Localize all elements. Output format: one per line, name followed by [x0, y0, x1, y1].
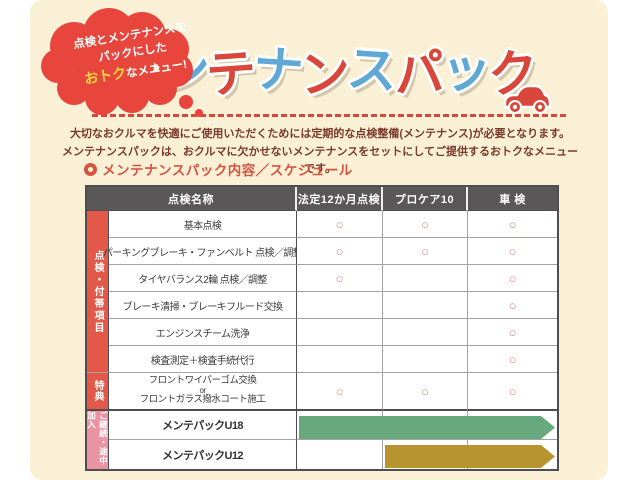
pack-row-u12: メンテパックU12	[109, 440, 297, 469]
section-title: メンテナンスパック内容／スケジュール	[102, 163, 353, 178]
bonus-line-2: フロントガラス撥水コート施工	[139, 393, 266, 405]
mark-cell: ○	[297, 265, 383, 292]
mark-cell: ○	[383, 373, 468, 411]
cloud-bubble-icon	[41, 8, 203, 117]
mark-cell: ○	[468, 238, 557, 265]
title-char: ナ	[251, 40, 303, 100]
title-char: パ	[392, 44, 444, 104]
pack-row-u18: メンテパックU18	[109, 411, 297, 440]
mark-cell: ○	[297, 238, 383, 265]
dashed-divider	[92, 114, 566, 117]
mark-cell: ○	[383, 211, 468, 238]
mark-cell	[297, 292, 383, 319]
side-label-bonus: 特典	[87, 373, 109, 411]
title-char: ス	[345, 40, 397, 100]
mark-cell: ○	[383, 238, 468, 265]
mark-cell: ○	[468, 346, 557, 373]
u12-coverage-arrow	[385, 445, 555, 468]
row-name: パーキングブレーキ・ファンベルト 点検／調整	[103, 238, 303, 265]
title-char: テ	[204, 44, 256, 104]
intro-text: 大切なおクルマを快適にご使用いただくためには定期的な点検整備(メンテナンス)が必…	[58, 126, 582, 179]
title-char: ッ	[439, 40, 491, 100]
column-header-procare10: プロケア10	[383, 187, 468, 211]
column-header-12month: 法定12か月点検	[297, 187, 383, 211]
row-name: ブレーキ清掃・ブレーキフルード交換	[109, 292, 297, 319]
row-name: タイヤバランス2輪 点検／調整	[109, 265, 297, 292]
side-label-continuation: ご継続・途中加入	[87, 411, 109, 469]
section-header: メンテナンスパック内容／スケジュール	[84, 159, 353, 179]
gear-dot-icon	[84, 162, 97, 176]
mark-cell	[297, 346, 383, 373]
pack-cell	[297, 440, 383, 469]
u18-coverage-arrow	[299, 416, 555, 439]
intro-line-2: メンテナンスパックは、おクルマに欠かせないメンテナンスをセットにしてご提供するお…	[62, 145, 578, 176]
mark-cell: ○	[468, 319, 557, 346]
car-icon	[503, 84, 552, 114]
row-name-bonus: フロントワイパーゴム交換 or フロントガラス撥水コート施工	[109, 373, 297, 411]
row-name: 検査測定＋検査手続代行	[109, 346, 297, 373]
row-name: エンジンスチーム洗浄	[109, 319, 297, 346]
side-label-inspection-items: 点検・付帯項目	[87, 211, 109, 373]
column-header-name: 点検名称	[87, 187, 297, 211]
mark-cell: ○	[297, 211, 383, 238]
mark-cell	[383, 265, 468, 292]
mark-cell	[383, 319, 468, 346]
column-header-shaken: 車 検	[468, 187, 557, 211]
bonus-line-1: フロントワイパーゴム交換	[148, 375, 257, 387]
bonus-line-or: or	[199, 386, 207, 396]
intro-line-1: 大切なおクルマを快適にご使用いただくためには定期的な点検整備(メンテナンス)が必…	[69, 128, 571, 140]
mark-cell	[297, 319, 383, 346]
mark-cell	[383, 346, 468, 373]
mark-cell: ○	[297, 373, 383, 411]
schedule-table: 点検名称 法定12か月点検 プロケア10 車 検 点検・付帯項目 基本点検 ○ …	[85, 185, 559, 471]
mark-cell	[383, 292, 468, 319]
title-char: ン	[298, 44, 350, 104]
row-name: 基本点検	[109, 211, 297, 238]
mark-cell: ○	[468, 211, 557, 238]
mark-cell: ○	[468, 265, 557, 292]
mark-cell: ○	[468, 292, 557, 319]
promo-speech-bubble: 点検とメンテナンスを パックにした おトクなメニュー!	[24, 4, 208, 128]
mark-cell: ○	[468, 373, 557, 411]
